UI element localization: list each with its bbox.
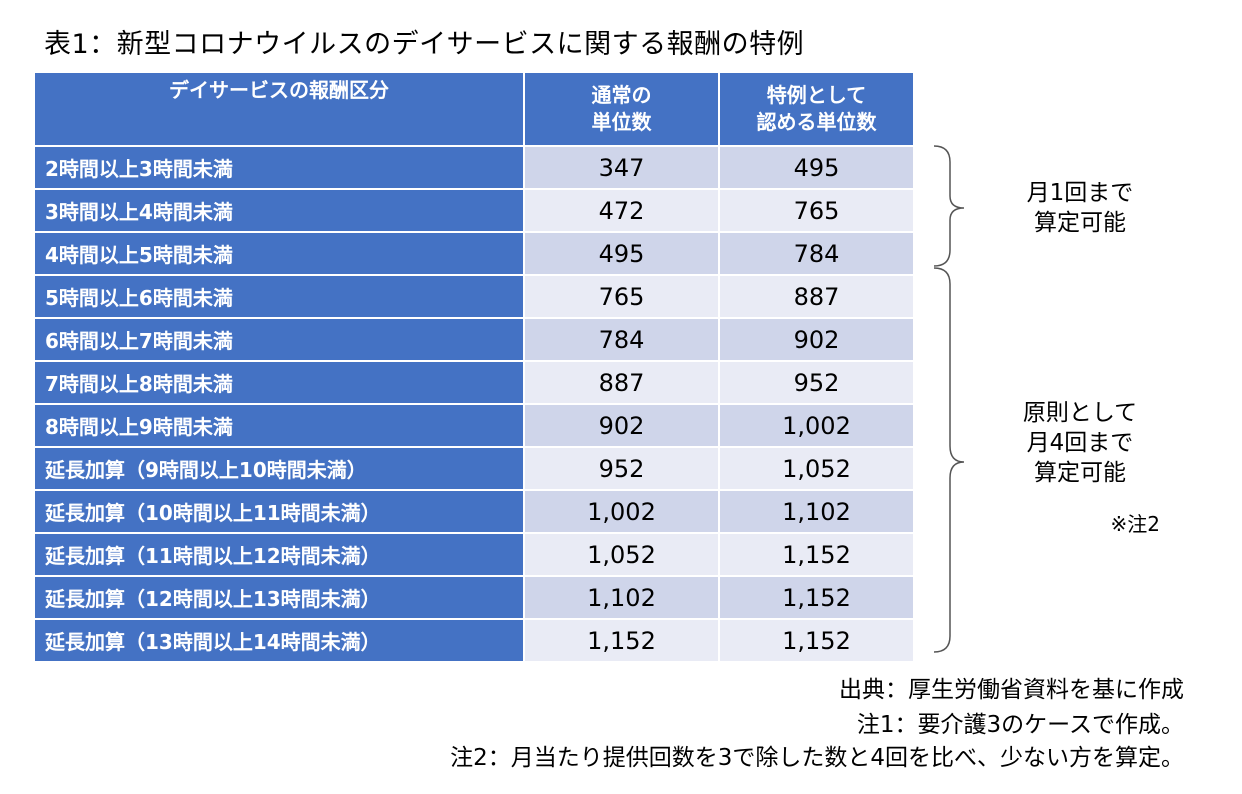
header-special-line2: 認める単位数 xyxy=(756,110,877,134)
row-normal-units: 887 xyxy=(523,360,720,405)
row-normal-units: 472 xyxy=(523,188,720,233)
table-row: 延長加算（9時間以上10時間未満） 952 1,052 xyxy=(33,446,915,491)
table-row: 7時間以上8時間未満 887 952 xyxy=(33,360,915,405)
table-row: 延長加算（12時間以上13時間未満） 1,102 1,152 xyxy=(33,575,915,620)
source-footnote: 出典：厚生労働省資料を基に作成 xyxy=(839,677,1184,703)
table-title: 表1：新型コロナウイルスのデイサービスに関する報酬の特例 xyxy=(44,29,805,60)
row-category: 延長加算（13時間以上14時間未満） xyxy=(33,618,525,663)
table-row: 6時間以上7時間未満 784 902 xyxy=(33,317,915,362)
row-normal-units: 1,052 xyxy=(523,532,720,577)
table-row: 5時間以上6時間未満 765 887 xyxy=(33,274,915,319)
group1-note-line2: 算定可能 xyxy=(1034,210,1126,236)
row-special-units: 887 xyxy=(718,274,915,319)
reward-table: デイサービスの報酬区分 通常の 単位数 特例として 認める単位数 2時間以上3時… xyxy=(33,71,915,663)
row-normal-units: 347 xyxy=(523,145,720,190)
row-category: 4時間以上5時間未満 xyxy=(33,231,525,276)
group2-note-line3: 算定可能 xyxy=(1034,460,1126,486)
row-normal-units: 784 xyxy=(523,317,720,362)
row-special-units: 1,152 xyxy=(718,532,915,577)
header-normal-units: 通常の 単位数 xyxy=(523,71,720,147)
row-category: 5時間以上6時間未満 xyxy=(33,274,525,319)
row-normal-units: 1,152 xyxy=(523,618,720,663)
row-special-units: 1,152 xyxy=(718,575,915,620)
row-normal-units: 1,102 xyxy=(523,575,720,620)
row-special-units: 1,052 xyxy=(718,446,915,491)
row-category: 延長加算（12時間以上13時間未満） xyxy=(33,575,525,620)
row-special-units: 952 xyxy=(718,360,915,405)
group2-note-line1: 原則として xyxy=(1022,400,1138,426)
row-special-units: 902 xyxy=(718,317,915,362)
group1-note-line1: 月1回まで xyxy=(1026,180,1134,206)
header-category: デイサービスの報酬区分 xyxy=(33,71,525,147)
table-row: 延長加算（10時間以上11時間未満） 1,002 1,102 xyxy=(33,489,915,534)
row-normal-units: 765 xyxy=(523,274,720,319)
row-special-units: 1,152 xyxy=(718,618,915,663)
table-header-row: デイサービスの報酬区分 通常の 単位数 特例として 認める単位数 xyxy=(33,71,915,147)
row-category: 延長加算（9時間以上10時間未満） xyxy=(33,446,525,491)
row-category: 延長加算（10時間以上11時間未満） xyxy=(33,489,525,534)
table-row: 4時間以上5時間未満 495 784 xyxy=(33,231,915,276)
row-category: 3時間以上4時間未満 xyxy=(33,188,525,233)
row-normal-units: 1,002 xyxy=(523,489,720,534)
row-special-units: 495 xyxy=(718,145,915,190)
table-row: 3時間以上4時間未満 472 765 xyxy=(33,188,915,233)
row-special-units: 784 xyxy=(718,231,915,276)
table-row: 2時間以上3時間未満 347 495 xyxy=(33,145,915,190)
note2-footnote: 注2：月当たり提供回数を3で除した数と4回を比べ、少ない方を算定。 xyxy=(450,745,1184,771)
group2-note-reference: ※注2 xyxy=(1110,512,1160,536)
table-row: 延長加算（11時間以上12時間未満） 1,052 1,152 xyxy=(33,532,915,577)
grouping-braces xyxy=(933,145,965,653)
group2-note-line2: 月4回まで xyxy=(1026,430,1134,456)
row-category: 2時間以上3時間未満 xyxy=(33,145,525,190)
row-special-units: 1,102 xyxy=(718,489,915,534)
brace-group-1 xyxy=(933,145,965,267)
table-row: 延長加算（13時間以上14時間未満） 1,152 1,152 xyxy=(33,618,915,663)
group1-note: 月1回まで 算定可能 xyxy=(1000,178,1160,238)
header-special-units: 特例として 認める単位数 xyxy=(718,71,915,147)
row-category: 延長加算（11時間以上12時間未満） xyxy=(33,532,525,577)
brace-group-2 xyxy=(933,267,965,653)
row-special-units: 1,002 xyxy=(718,403,915,448)
header-special-line1: 特例として xyxy=(766,83,867,107)
header-normal-line2: 単位数 xyxy=(591,110,652,134)
row-category: 6時間以上7時間未満 xyxy=(33,317,525,362)
header-normal-line1: 通常の xyxy=(591,83,652,107)
table-row: 8時間以上9時間未満 902 1,002 xyxy=(33,403,915,448)
row-category: 7時間以上8時間未満 xyxy=(33,360,525,405)
row-category: 8時間以上9時間未満 xyxy=(33,403,525,448)
group2-note: 原則として 月4回まで 算定可能 xyxy=(1000,398,1160,488)
row-special-units: 765 xyxy=(718,188,915,233)
row-normal-units: 952 xyxy=(523,446,720,491)
row-normal-units: 902 xyxy=(523,403,720,448)
row-normal-units: 495 xyxy=(523,231,720,276)
note1-footnote: 注1：要介護3のケースで作成。 xyxy=(856,712,1184,738)
